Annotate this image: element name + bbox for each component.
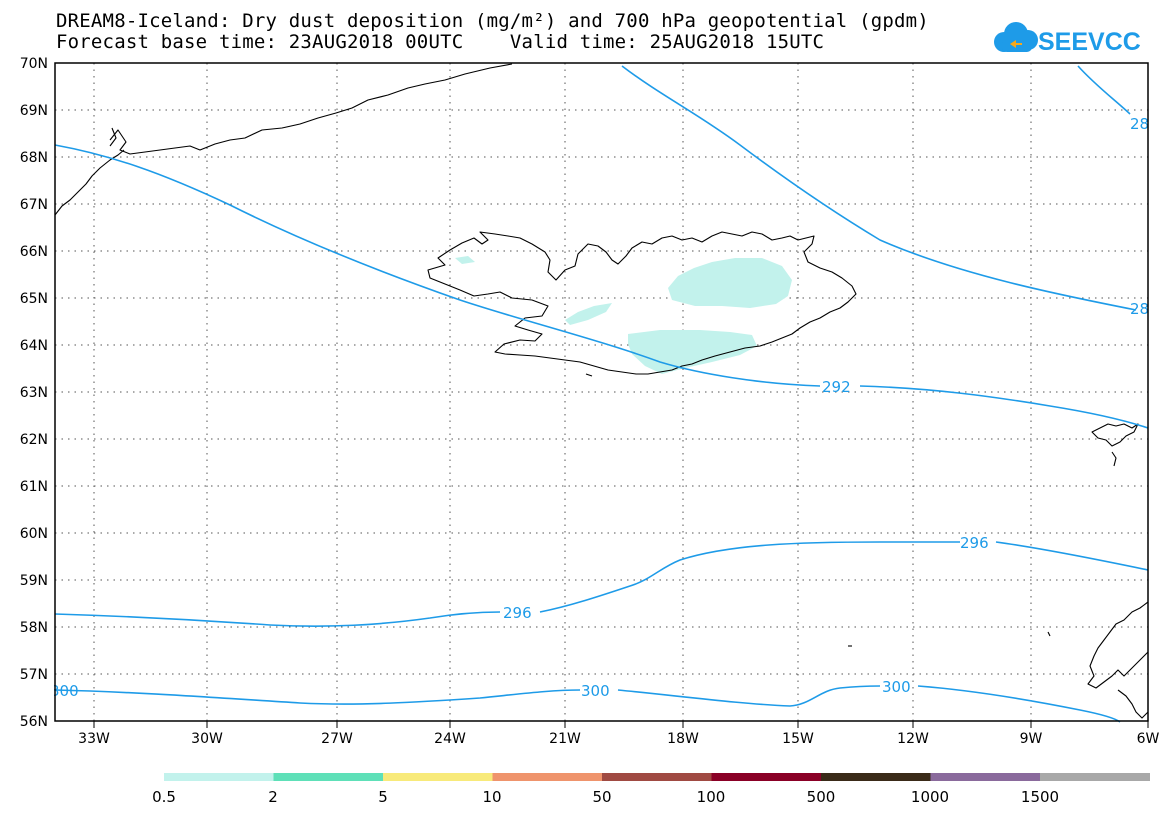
lon-label: 18W	[667, 731, 699, 747]
contour-288-corner	[1077, 65, 1131, 115]
lon-label: 30W	[191, 731, 223, 747]
svg-text:SEEVCCC: SEEVCCC	[1038, 28, 1140, 56]
contour-label: 28	[1130, 300, 1149, 318]
lon-label: 27W	[321, 731, 353, 747]
lon-label: 33W	[78, 731, 110, 747]
lon-label: 15W	[782, 731, 814, 747]
greenland-coast	[109, 63, 513, 155]
lat-label: 67N	[20, 197, 48, 213]
seevccc-logo: SEEVCCC	[994, 22, 1140, 56]
lat-label: 56N	[20, 714, 48, 730]
lat-label: 58N	[20, 620, 48, 636]
colorbar-segment	[492, 773, 603, 781]
contour-label: 300	[882, 678, 911, 696]
colorbar-label: 500	[806, 788, 836, 806]
latitude-labels: 70N 69N 68N 67N 66N 65N 64N 63N 62N 61N …	[20, 56, 48, 730]
lat-label: 70N	[20, 56, 48, 72]
contour-labels: 292 296 296 300 300 300 28 28	[50, 115, 1149, 700]
dust-deposition-area	[455, 256, 792, 374]
cloud-icon	[994, 22, 1038, 52]
longitude-labels: 33W 30W 27W 24W 21W 18W 15W 12W 9W 6W	[78, 731, 1159, 747]
lat-label: 62N	[20, 432, 48, 448]
scotland-coast	[1087, 601, 1149, 689]
lon-label: 12W	[897, 731, 929, 747]
contour-label: 292	[822, 378, 851, 396]
colorbar-label: 1000	[910, 788, 950, 806]
lat-label: 60N	[20, 526, 48, 542]
map-frame	[54, 62, 1149, 722]
colorbar-segment	[930, 773, 1041, 781]
contour-label: 300	[50, 682, 79, 700]
colorbar-label: 0.5	[152, 788, 176, 806]
geopotential-contours	[54, 65, 1149, 723]
graticule	[55, 63, 1148, 721]
contour-296	[54, 541, 1149, 627]
contour-label: 300	[581, 682, 610, 700]
contour-300	[54, 685, 1121, 723]
colorbar-segment	[602, 773, 712, 781]
colorbar-label: 5	[378, 788, 388, 806]
colorbar-label: 10	[482, 788, 502, 806]
contour-label: 296	[960, 534, 989, 552]
lat-label: 69N	[20, 103, 48, 119]
lat-label: 66N	[20, 244, 48, 260]
lat-label: 59N	[20, 573, 48, 589]
colorbar-segment	[1040, 773, 1150, 781]
contour-label: 28	[1130, 115, 1149, 133]
lat-label: 57N	[20, 667, 48, 683]
lat-label: 64N	[20, 338, 48, 354]
colorbar-segment	[383, 773, 493, 781]
colorbar-label: 2	[268, 788, 278, 806]
iceland-coast	[427, 231, 857, 375]
colorbar-label: 1500	[1020, 788, 1060, 806]
contour-288-upper	[621, 65, 1137, 311]
contour-292	[54, 144, 1149, 429]
lon-label: 9W	[1020, 731, 1043, 747]
chart-title: DREAM8-Iceland: Dry dust deposition (mg/…	[56, 10, 929, 32]
colorbar-label: 100	[696, 788, 726, 806]
faroe-coast	[1091, 423, 1139, 447]
colorbar-segment	[273, 773, 384, 781]
contour-label: 296	[503, 604, 532, 622]
colorbar-segment	[164, 773, 274, 781]
lat-label: 65N	[20, 291, 48, 307]
lat-label: 63N	[20, 385, 48, 401]
colorbar-segment	[821, 773, 931, 781]
lon-label: 6W	[1137, 731, 1160, 747]
lat-label: 68N	[20, 150, 48, 166]
forecast-times: Forecast base time: 23AUG2018 00UTC Vali…	[56, 31, 825, 53]
lon-label: 21W	[549, 731, 581, 747]
colorbar-label: 50	[592, 788, 612, 806]
colorbar	[164, 773, 1150, 781]
coastlines	[54, 63, 1149, 719]
lat-label: 61N	[20, 479, 48, 495]
lon-label: 24W	[434, 731, 466, 747]
colorbar-segment	[711, 773, 822, 781]
